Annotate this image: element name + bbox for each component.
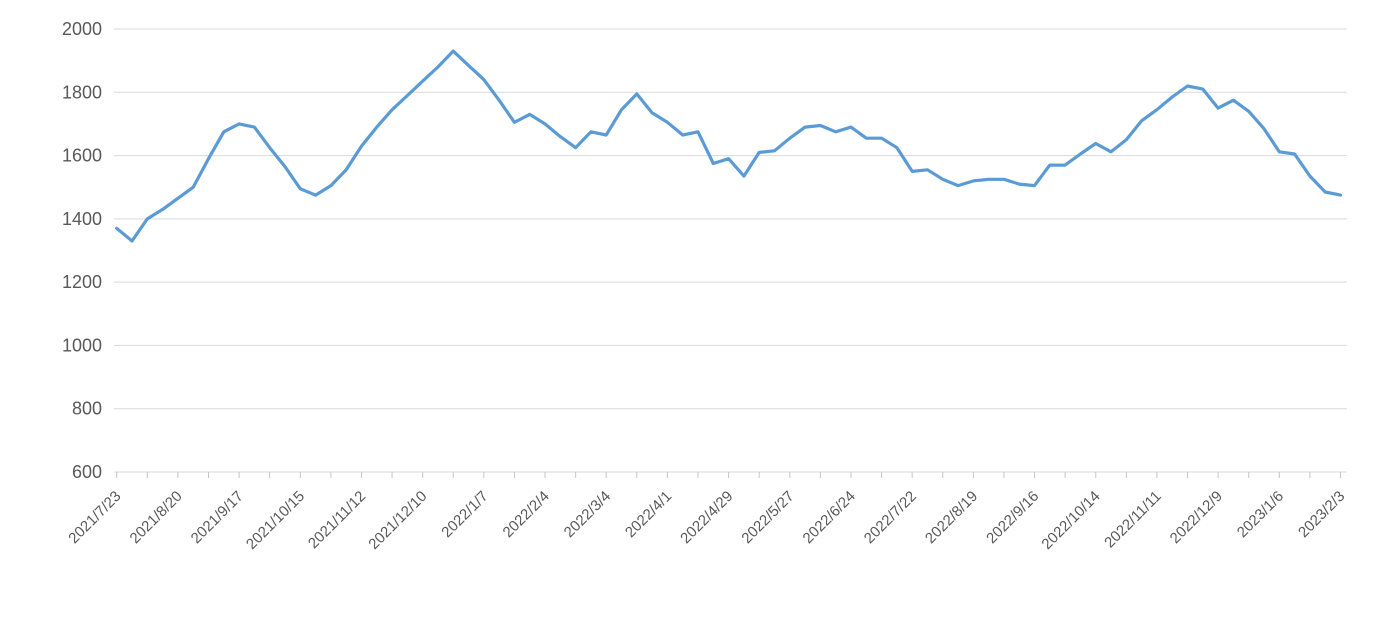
- x-axis-tick-label: 2021/10/15: [243, 488, 308, 553]
- x-axis-tick-label: 2022/3/4: [561, 488, 614, 541]
- y-axis-tick-label: 600: [72, 462, 102, 482]
- x-axis-tick-label: 2022/10/14: [1038, 488, 1103, 553]
- y-axis-tick-label: 1800: [62, 82, 102, 102]
- x-axis-tick-label: 2022/11/11: [1101, 488, 1165, 552]
- y-axis-tick-label: 800: [72, 399, 102, 419]
- series-line: [115, 49, 1343, 243]
- x-axis-tick-label: 2022/2/4: [500, 488, 553, 541]
- x-axis-tick-label: 2022/1/7: [438, 488, 491, 541]
- y-axis-tick-label: 1600: [62, 146, 102, 166]
- x-axis-tick-label: 2022/6/24: [800, 488, 859, 547]
- y-axis-tick-label: 2000: [62, 19, 102, 39]
- x-axis-tick-label: 2021/12/10: [365, 488, 430, 553]
- y-axis-tick-label: 1000: [62, 335, 102, 355]
- x-axis-tick-label: 2022/4/1: [622, 488, 675, 541]
- x-axis-tick-label: 2022/8/19: [922, 488, 981, 547]
- x-axis-tick-label: 2021/7/23: [65, 488, 124, 547]
- x-axis-tick-label: 2021/11/12: [305, 488, 369, 552]
- x-axis-tick-label: 2021/9/17: [188, 488, 247, 547]
- x-axis-tick-label: 2023/2/3: [1295, 488, 1348, 541]
- y-axis-tick-label: 1400: [62, 209, 102, 229]
- x-axis-tick-label: 2021/8/20: [127, 488, 186, 547]
- x-axis-tick-label: 2023/1/6: [1234, 488, 1287, 541]
- x-axis-tick-label: 2022/12/9: [1167, 488, 1226, 547]
- x-axis-tick-label: 2022/7/22: [861, 488, 920, 547]
- x-axis-tick-label: 2022/9/16: [983, 488, 1042, 547]
- x-axis-tick-label: 2022/4/29: [677, 488, 736, 547]
- y-axis-tick-label: 1200: [62, 272, 102, 292]
- x-axis-tick-label: 2022/5/27: [738, 488, 797, 547]
